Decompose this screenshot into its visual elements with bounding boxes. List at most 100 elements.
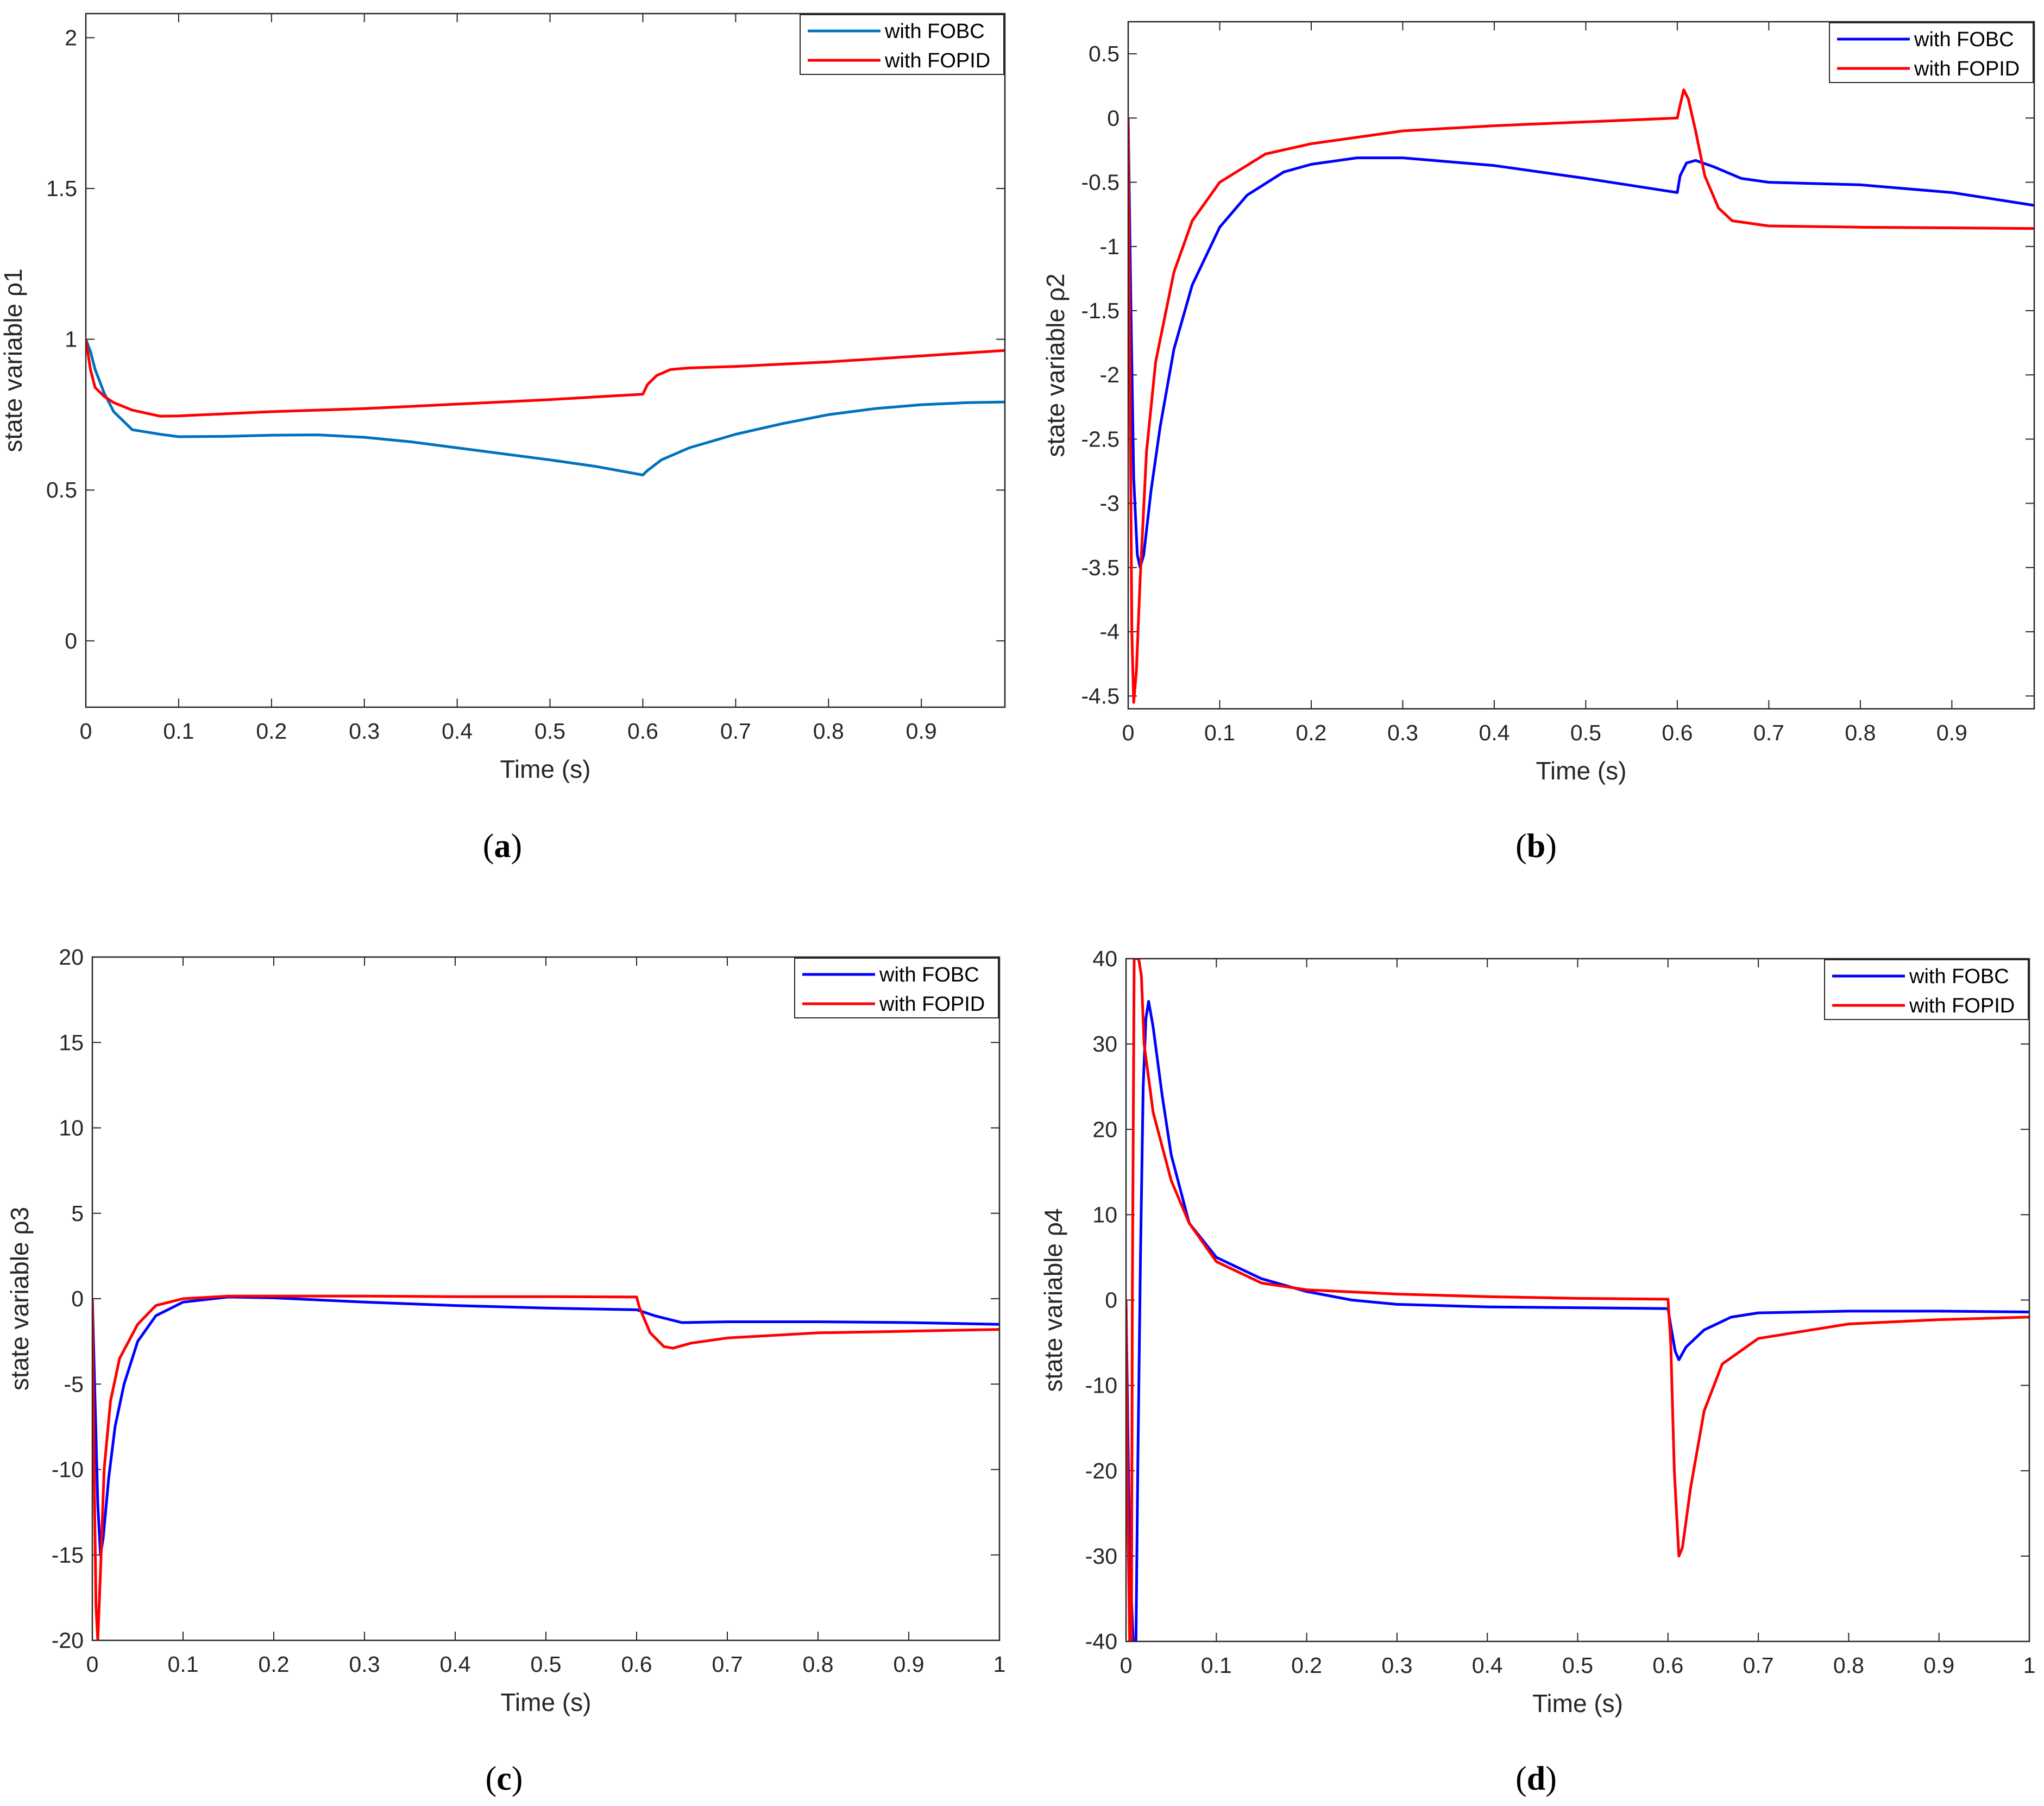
legend: with FOBC with FOPID [794,958,999,1018]
series-line-fopid [86,339,1005,418]
legend-entry: with FOPID [884,49,990,72]
axes-box [1125,958,2030,1643]
x-tick-label: 0.5 [1562,1653,1593,1678]
x-tick-label: 0.9 [1923,1653,1954,1678]
x-tick-label: 0.5 [531,1652,562,1677]
legend-entry: with FOBC [884,20,985,43]
legend-entry: with FOPID [1914,58,2020,80]
x-tick-label: 0 [80,719,92,744]
series-line-fobc [1126,1000,2029,1641]
y-tick-label: -20 [52,1628,84,1653]
y-tick-label: -2 [1100,362,1120,387]
y-tick-label: -4 [1100,619,1120,644]
axes-box [85,12,1006,708]
y-tick-label: -4.5 [1081,683,1120,708]
x-tick-label: 0.4 [440,1652,471,1677]
plot-area [1128,22,2034,709]
caption-letter: b [1527,828,1545,865]
x-tick-label: 0.4 [1479,720,1510,745]
panel-caption: (a) [483,828,522,865]
x-tick-label: 0.1 [168,1652,199,1677]
y-tick-label: 0 [71,1286,84,1311]
x-tick-label: 0.2 [259,1652,290,1677]
legend-entry: with FOBC [879,964,979,986]
x-tick-label: 0.8 [1833,1653,1864,1678]
x-axis-label: Time (s) [1532,1689,1623,1717]
legend-entry: with FOPID [879,993,985,1016]
y-tick-label: -20 [1085,1458,1117,1483]
legend-box [794,958,999,1018]
x-tick-label: 0.6 [621,1652,652,1677]
series-line-fopid [92,1294,999,1640]
y-tick-label: -1.5 [1081,298,1120,323]
x-tick-label: 0.4 [442,719,473,744]
y-axis-label: state variable ρ3 [5,1207,34,1390]
y-tick-label: 0.5 [1089,41,1120,66]
x-tick-label: 0.6 [1652,1653,1683,1678]
x-tick-label: 0.7 [720,719,751,744]
x-tick-label: 0.8 [813,719,844,744]
y-tick-label: 20 [1092,1117,1117,1142]
axes-box [91,956,1001,1641]
legend-entry: with FOPID [1909,995,2015,1017]
x-tick-label: 0.1 [163,719,194,744]
y-tick-label: -2.5 [1081,426,1120,451]
y-tick-label: 40 [1092,946,1117,971]
x-tick-label: 0.7 [1743,1653,1774,1678]
x-tick-label: 0.8 [1845,720,1876,745]
x-tick-label: 0 [1122,720,1135,745]
x-tick-label: 0.1 [1204,720,1235,745]
panel-caption: (d) [1515,1760,1557,1797]
y-tick-label: -10 [52,1457,84,1482]
x-tick-label: 0.9 [1936,720,1967,745]
y-tick-label: -5 [64,1371,84,1396]
plot-area [1126,959,2029,1641]
legend-entry: with FOBC [1909,965,2009,988]
y-tick-label: 30 [1092,1031,1117,1056]
y-axis-label: state variable ρ4 [1039,1208,1067,1392]
y-tick-label: 20 [59,945,84,970]
x-tick-label: 0.7 [712,1652,743,1677]
series-line-fopid [1126,959,2029,1641]
y-tick-label: 0.5 [46,477,77,502]
y-tick-label: -3.5 [1081,555,1120,580]
y-tick-label: 0 [65,628,77,653]
y-tick-label: 1.5 [46,176,77,201]
caption-letter: a [494,828,511,865]
y-tick-label: -3 [1100,491,1120,516]
y-tick-label: -10 [1085,1373,1117,1398]
x-tick-label: 0.2 [1295,720,1326,745]
y-tick-label: -1 [1100,234,1120,259]
legend: with FOBC with FOPID [800,14,1004,75]
x-tick-label: 0.6 [1662,720,1693,745]
x-tick-label: 0.2 [256,719,287,744]
x-tick-label: 1 [993,1652,1006,1677]
series-line-fopid [1128,88,2034,704]
y-tick-label: -0.5 [1081,170,1120,195]
legend: with FOBC with FOPID [1829,22,2034,83]
legend-box [1824,959,2029,1020]
caption-letter: c [496,1760,512,1797]
x-tick-label: 0.3 [349,719,380,744]
x-tick-label: 0.8 [803,1652,834,1677]
x-axis-label: Time (s) [501,1688,592,1716]
plot-area [92,957,999,1640]
axes-box [1127,21,2035,710]
y-tick-label: 10 [1092,1202,1117,1227]
chart-panel-a: 0 0.1 0.2 0.3 0.4 0.5 0.6 0.7 0.8 0.9 0 0.5 1 1.5 2 wit… [0,12,1006,865]
y-tick-label: 5 [71,1201,84,1226]
x-tick-label: 0.7 [1753,720,1784,745]
panel-caption: (c) [486,1760,523,1797]
x-tick-label: 0.9 [906,719,937,744]
legend-entry: with FOBC [1914,28,2014,51]
y-tick-label: 0 [1105,1288,1117,1313]
x-tick-label: 0.3 [1387,720,1418,745]
caption-letter: d [1527,1760,1545,1797]
x-tick-label: 0 [86,1652,99,1677]
y-tick-label: -40 [1085,1629,1117,1654]
y-tick-label: 1 [65,327,77,352]
x-tick-label: 0.5 [534,719,565,744]
y-axis-label: state variable ρ1 [0,268,27,452]
x-tick-label: 0.9 [894,1652,924,1677]
